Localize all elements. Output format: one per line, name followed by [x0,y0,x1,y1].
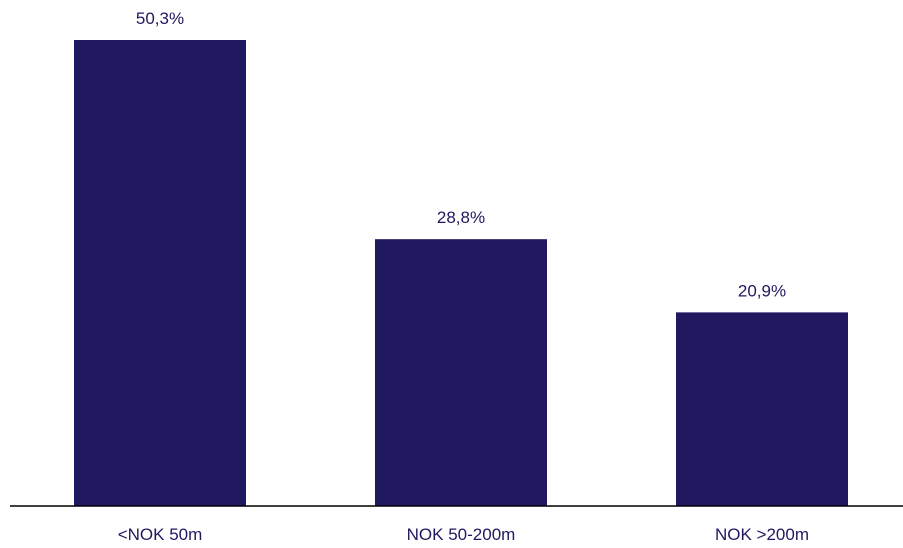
data-label-2: 28,8% [437,208,485,227]
category-label-3: NOK >200m [715,525,809,544]
category-label-1: <NOK 50m [118,525,203,544]
bar-1 [74,40,246,506]
labels-group: 50,3% <NOK 50m 28,8% NOK 50-200m 20,9% NOK >2… [118,9,809,544]
bar-2 [375,239,547,507]
category-label-2: NOK 50-200m [407,525,516,544]
data-label-3: 20,9% [738,281,786,300]
bar-3 [676,312,848,506]
data-label-1: 50,3% [136,9,184,28]
bars-group [74,40,848,507]
